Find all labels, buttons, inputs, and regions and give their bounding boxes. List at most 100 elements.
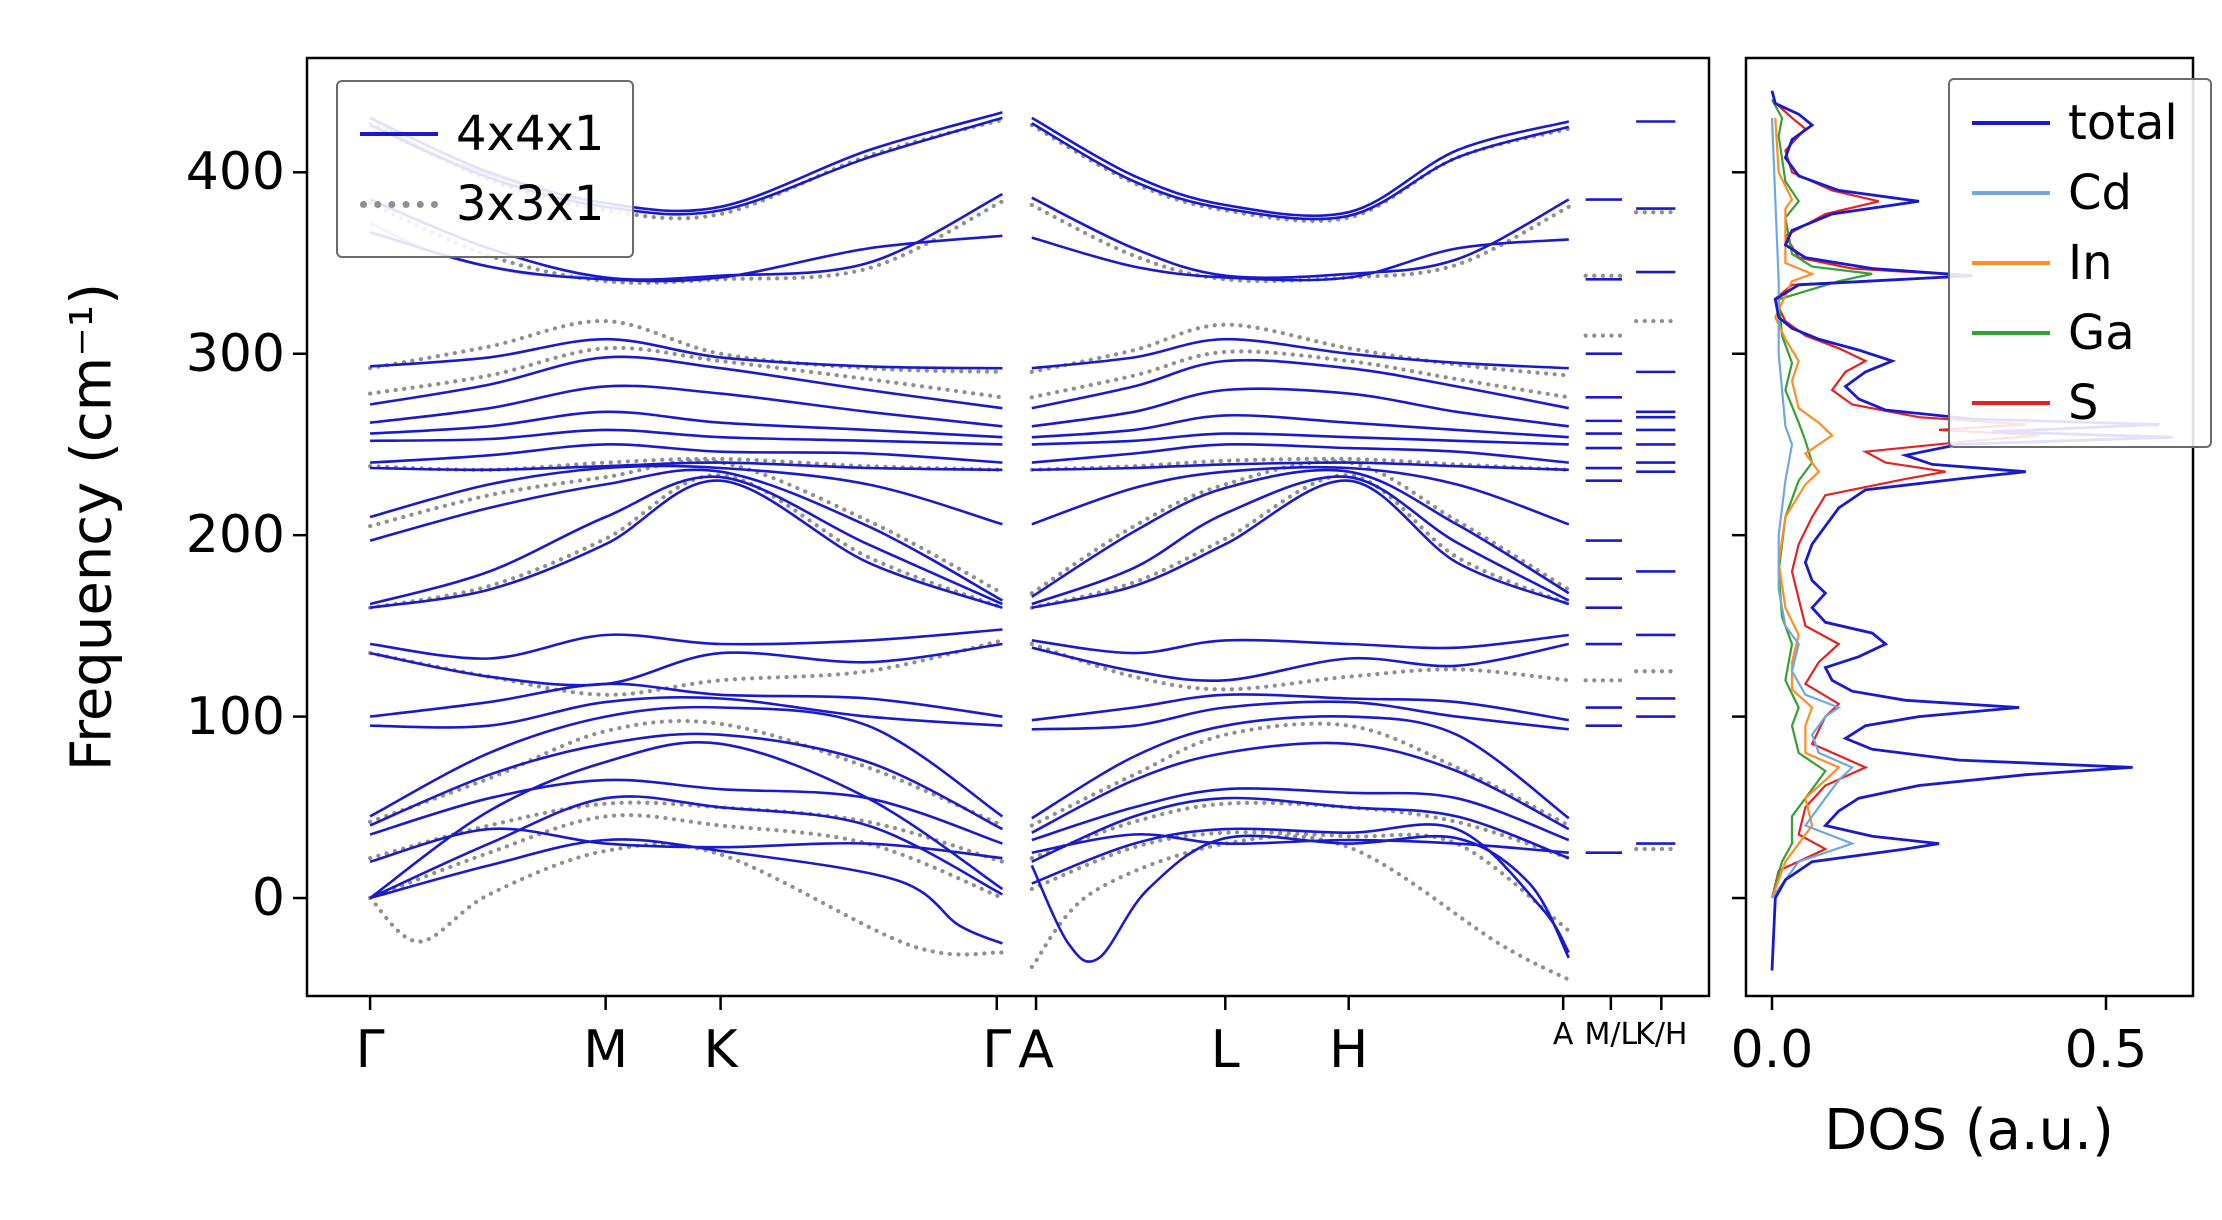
band-curve-4x4x1 xyxy=(1031,468,1570,598)
dos-curve-Cd xyxy=(1770,117,1856,899)
band-curve-3x3x1 xyxy=(1029,349,1571,400)
band-curve-4x4x1 xyxy=(1031,796,1570,863)
band-curve-3x3x1 xyxy=(368,199,1005,286)
total-line-swatch xyxy=(1972,121,2050,125)
band-curve-4x4x1 xyxy=(370,410,1003,439)
band-curve-4x4x1 xyxy=(369,230,1003,283)
legend-item-4x4x1: 4x4x1 xyxy=(360,103,610,165)
legend-item-cd: Cd xyxy=(1972,162,2188,224)
y-axis-label: Frequency (cm⁻¹) xyxy=(59,282,125,772)
band-curve-4x4x1 xyxy=(1031,642,1570,683)
band-curve-3x3x1 xyxy=(368,718,1005,828)
legend-label: Cd xyxy=(2068,165,2132,221)
band-curve-4x4x1 xyxy=(1031,823,1570,954)
band-curve-4x4x1 xyxy=(1031,465,1570,526)
s-line-swatch xyxy=(1972,401,2050,405)
band-curve-3x3x1 xyxy=(368,638,1005,697)
band-curve-4x4x1 xyxy=(370,428,1003,446)
ga-line-swatch xyxy=(1972,331,2050,335)
band-curve-3x3x1 xyxy=(1029,456,1571,472)
band-curve-4x4x1 xyxy=(1031,693,1570,722)
band-curve-4x4x1 xyxy=(1031,358,1570,410)
legend-item-3x3x1: 3x3x1 xyxy=(360,173,610,235)
band-curve-4x4x1 xyxy=(369,827,1003,863)
band-curve-4x4x1 xyxy=(1031,479,1570,609)
legend-label: 3x3x1 xyxy=(456,176,605,232)
band-curve-3x3x1 xyxy=(1029,459,1571,596)
band-curve-4x4x1 xyxy=(370,461,1003,472)
band-curve-4x4x1 xyxy=(369,479,1003,609)
band-curve-4x4x1 xyxy=(1031,236,1569,282)
band-curve-4x4x1 xyxy=(369,464,1003,526)
band-curve-3x3x1 xyxy=(1029,830,1571,933)
legend-item-total: total xyxy=(1972,92,2188,154)
band-curve-3x3x1 xyxy=(1029,322,1571,378)
band-curve-3x3x1 xyxy=(1029,473,1571,610)
band-curve-4x4x1 xyxy=(1031,122,1570,221)
band-curve-3x3x1 xyxy=(368,842,1005,957)
legend-item-ga: Ga xyxy=(1972,302,2188,364)
band-curve-3x3x1 xyxy=(1029,202,1571,284)
band-curve-4x4x1 xyxy=(369,628,1003,660)
band-curve-4x4x1 xyxy=(369,475,1003,606)
legend-item-s: S xyxy=(1972,372,2188,434)
dos-x-axis-label: DOS (a.u.) xyxy=(1824,1098,2114,1163)
band-curve-4x4x1 xyxy=(1031,714,1570,820)
band-curve-3x3x1 xyxy=(1029,641,1571,692)
band-curve-4x4x1 xyxy=(1031,787,1570,842)
band-curve-4x4x1 xyxy=(1031,461,1569,472)
band-curve-4x4x1 xyxy=(369,778,1003,845)
band-curve-4x4x1 xyxy=(369,384,1003,428)
dos-curve-total xyxy=(1770,90,2173,971)
band-curve-3x3x1 xyxy=(1029,800,1571,861)
band-curve-4x4x1 xyxy=(369,795,1003,900)
band-curve-4x4x1 xyxy=(369,355,1003,410)
legend-label: Ga xyxy=(2068,305,2135,361)
band-curve-3x3x1 xyxy=(368,345,1005,400)
band-curve-4x4x1 xyxy=(370,443,1003,464)
legend-label: S xyxy=(2068,375,2099,431)
legend-item-in: In xyxy=(1972,232,2188,294)
band-curve-4x4x1 xyxy=(369,705,1004,818)
cd-line-swatch xyxy=(1972,191,2050,195)
dotted-line-swatch xyxy=(360,200,438,208)
legend-label: 4x4x1 xyxy=(456,106,605,162)
band-curve-3x3x1 xyxy=(368,318,1005,374)
band-curve-4x4x1 xyxy=(1030,834,1570,963)
band-curve-4x4x1 xyxy=(1031,700,1569,731)
band-curve-4x4x1 xyxy=(369,740,1004,900)
legend-label: total xyxy=(2068,95,2178,151)
band-curve-4x4x1 xyxy=(1031,475,1570,606)
band-curve-4x4x1 xyxy=(1031,116,1570,218)
band-curve-4x4x1 xyxy=(369,838,1003,945)
band-curve-4x4x1 xyxy=(1031,633,1569,655)
band-curve-4x4x1 xyxy=(369,642,1003,687)
legend-label: In xyxy=(2068,235,2113,291)
band-curve-4x4x1 xyxy=(1031,432,1569,446)
band-curve-4x4x1 xyxy=(1031,741,1570,834)
band-curve-4x4x1 xyxy=(1031,413,1569,439)
band-curve-3x3x1 xyxy=(368,473,1005,610)
band-curve-4x4x1 xyxy=(369,682,1003,718)
band-curve-4x4x1 xyxy=(1031,442,1569,464)
solid-line-swatch xyxy=(360,132,438,136)
band-curve-4x4x1 xyxy=(369,732,1003,831)
dos-curve-In xyxy=(1770,117,1841,899)
band-curve-4x4x1 xyxy=(370,696,1003,729)
band-curve-4x4x1 xyxy=(1031,833,1569,854)
dos-panel-frame xyxy=(1744,56,2195,998)
band-panel-frame xyxy=(305,56,1711,998)
band-curve-4x4x1 xyxy=(1031,337,1569,370)
dos-legend: total Cd In Ga S xyxy=(1948,78,2212,448)
band-curve-3x3x1 xyxy=(368,117,1005,221)
band-legend: 4x4x1 3x3x1 xyxy=(336,80,634,258)
band-curve-4x4x1 xyxy=(369,468,1004,602)
band-curve-3x3x1 xyxy=(1029,721,1571,828)
band-curve-3x3x1 xyxy=(368,800,1005,864)
band-curve-4x4x1 xyxy=(1031,196,1570,280)
band-curve-3x3x1 xyxy=(368,813,1005,901)
band-curve-4x4x1 xyxy=(370,337,1003,370)
band-curve-3x3x1 xyxy=(1029,834,1571,982)
